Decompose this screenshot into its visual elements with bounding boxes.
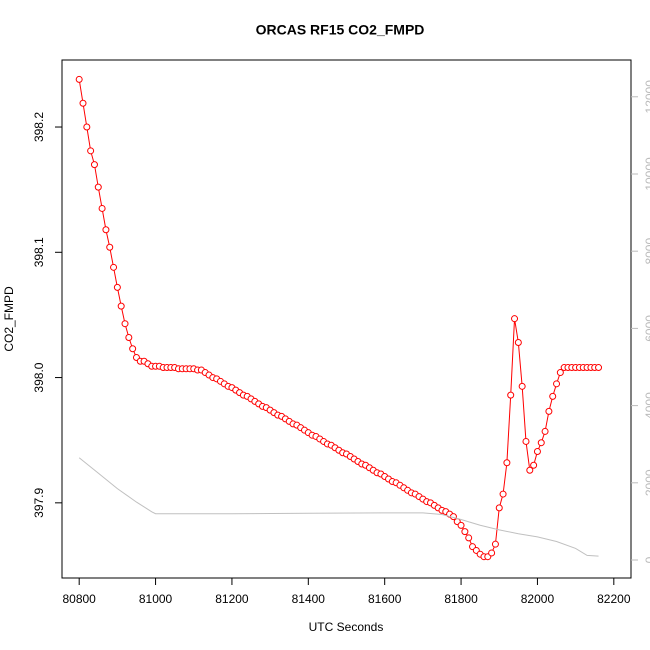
y-tick-label: 397.9 <box>32 487 46 517</box>
point <box>545 407 553 415</box>
point <box>495 504 503 512</box>
point <box>98 204 106 212</box>
y-tick-label: 398.1 <box>32 237 46 267</box>
y2-tick-label: 10000 <box>643 157 650 191</box>
point <box>121 320 129 328</box>
point <box>79 99 87 107</box>
chart-title: ORCAS RF15 CO2_FMPD <box>256 22 425 38</box>
point <box>530 461 538 469</box>
point <box>507 391 515 399</box>
x-tick-label: 81600 <box>368 592 402 606</box>
y2-tick-label: 0 <box>643 556 650 563</box>
x-tick-label: 81800 <box>444 592 478 606</box>
point <box>553 380 561 388</box>
point <box>499 490 507 498</box>
point <box>488 549 496 557</box>
point <box>503 459 511 467</box>
point <box>595 364 603 372</box>
point <box>465 534 473 542</box>
point <box>83 123 91 131</box>
x-tick-label: 82000 <box>521 592 555 606</box>
series-line <box>78 457 599 557</box>
point <box>90 161 98 169</box>
point <box>511 315 519 323</box>
point <box>457 521 465 529</box>
point <box>87 147 95 155</box>
y2-tick-label: 6000 <box>643 315 650 342</box>
x-tick-label: 81000 <box>139 592 173 606</box>
point <box>522 437 530 445</box>
point <box>518 382 526 390</box>
point <box>541 427 549 435</box>
x-tick-label: 81400 <box>292 592 326 606</box>
y-tick-label: 398.2 <box>32 112 46 142</box>
point <box>75 75 83 83</box>
x-tick-label: 81200 <box>215 592 249 606</box>
y2-tick-label: 8000 <box>643 238 650 265</box>
y2-tick-label: 2000 <box>643 469 650 496</box>
point <box>102 226 110 234</box>
point <box>106 243 114 251</box>
point <box>125 333 133 341</box>
point <box>117 302 125 310</box>
x-tick-label: 82200 <box>597 592 631 606</box>
point <box>526 466 534 474</box>
x-axis-label: UTC Seconds <box>309 620 384 634</box>
y2-tick-label: 12000 <box>643 80 650 114</box>
point <box>110 263 118 271</box>
point <box>94 183 102 191</box>
point <box>533 447 541 455</box>
point <box>514 338 522 346</box>
point <box>556 369 564 377</box>
plot-frame <box>61 59 632 579</box>
point <box>537 439 545 447</box>
point <box>129 345 137 353</box>
point <box>113 283 121 291</box>
x-tick-label: 80800 <box>62 592 96 606</box>
y-axis-label: CO2_FMPD <box>2 286 16 352</box>
y2-tick-label: 4000 <box>643 392 650 419</box>
point <box>491 540 499 548</box>
point <box>461 528 469 536</box>
y-tick-label: 398.0 <box>32 362 46 392</box>
point <box>549 392 557 400</box>
